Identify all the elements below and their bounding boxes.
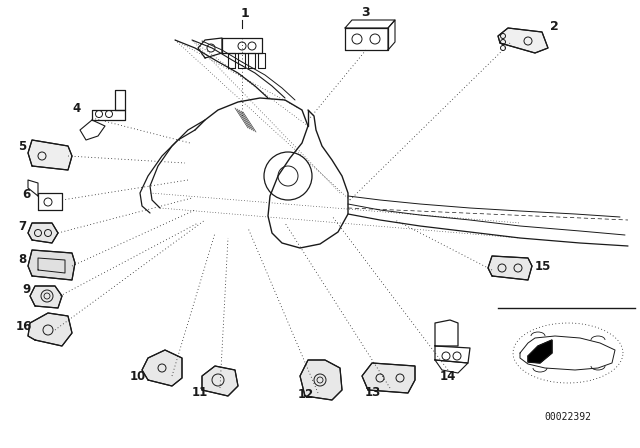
Text: 3: 3 bbox=[361, 6, 369, 19]
Text: 11: 11 bbox=[192, 386, 208, 399]
Text: 7: 7 bbox=[18, 220, 26, 233]
Text: 00022392: 00022392 bbox=[545, 412, 591, 422]
Polygon shape bbox=[28, 313, 72, 346]
Text: 13: 13 bbox=[365, 386, 381, 399]
Text: 8: 8 bbox=[18, 253, 26, 266]
Polygon shape bbox=[28, 223, 58, 243]
Text: 15: 15 bbox=[535, 260, 552, 273]
Text: 5: 5 bbox=[18, 140, 26, 153]
Text: 2: 2 bbox=[550, 20, 559, 33]
Polygon shape bbox=[202, 366, 238, 396]
Text: 12: 12 bbox=[298, 388, 314, 401]
Polygon shape bbox=[28, 140, 72, 170]
Text: 6: 6 bbox=[22, 188, 30, 201]
Polygon shape bbox=[30, 286, 62, 308]
Polygon shape bbox=[498, 28, 548, 53]
Text: 16: 16 bbox=[16, 320, 33, 333]
Text: 9: 9 bbox=[22, 283, 30, 296]
Text: 10: 10 bbox=[130, 370, 147, 383]
Text: 4: 4 bbox=[72, 102, 80, 115]
Polygon shape bbox=[142, 350, 182, 386]
Polygon shape bbox=[362, 363, 415, 393]
Text: 1: 1 bbox=[241, 7, 250, 20]
Polygon shape bbox=[528, 340, 552, 363]
Polygon shape bbox=[300, 360, 342, 400]
Polygon shape bbox=[28, 250, 75, 280]
Polygon shape bbox=[488, 256, 532, 280]
Text: 14: 14 bbox=[440, 370, 456, 383]
